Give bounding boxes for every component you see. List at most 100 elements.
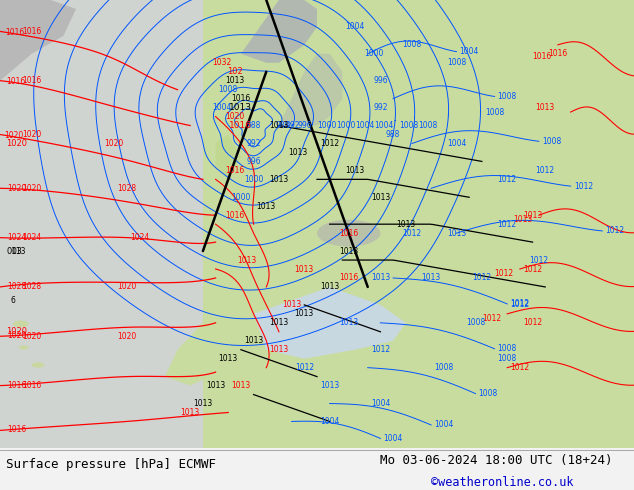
Text: 1013: 1013 <box>295 309 314 318</box>
Text: 1012: 1012 <box>403 229 422 238</box>
Text: 1013: 1013 <box>282 300 301 309</box>
Text: 1013: 1013 <box>514 215 533 224</box>
Text: 1013: 1013 <box>181 408 200 417</box>
Text: 1013: 1013 <box>269 121 288 130</box>
Text: 1028: 1028 <box>22 282 41 292</box>
Text: 1000: 1000 <box>231 193 250 202</box>
Polygon shape <box>203 0 634 448</box>
Text: 6: 6 <box>10 296 15 305</box>
Text: 988: 988 <box>247 121 261 130</box>
Text: 992: 992 <box>373 103 387 112</box>
Text: 102: 102 <box>227 67 242 76</box>
Text: 1024: 1024 <box>22 233 41 242</box>
Text: 1008: 1008 <box>403 40 422 49</box>
Text: 1016: 1016 <box>22 27 41 36</box>
Text: 1008: 1008 <box>479 389 498 398</box>
Text: 1000: 1000 <box>365 49 384 58</box>
Text: 1016: 1016 <box>7 425 26 434</box>
Text: 1012: 1012 <box>510 363 529 372</box>
Text: 1013: 1013 <box>371 193 390 202</box>
Text: 1004: 1004 <box>320 417 339 426</box>
Text: 1013: 1013 <box>269 318 288 327</box>
Text: 1028: 1028 <box>117 184 136 193</box>
Text: 1004: 1004 <box>346 23 365 31</box>
Text: 1013: 1013 <box>295 265 314 273</box>
Text: 1032: 1032 <box>212 58 231 67</box>
Text: 1013: 1013 <box>346 166 365 175</box>
Text: 1016: 1016 <box>6 77 25 86</box>
Polygon shape <box>241 0 317 63</box>
Text: 1000: 1000 <box>336 121 356 130</box>
Text: 1008: 1008 <box>434 363 453 372</box>
Text: 996: 996 <box>246 157 261 166</box>
Text: 1012: 1012 <box>498 175 517 184</box>
Text: 1012: 1012 <box>605 226 624 236</box>
Text: 1013: 1013 <box>339 246 358 256</box>
Text: 1028: 1028 <box>7 282 26 291</box>
Text: 1008: 1008 <box>542 137 561 146</box>
Text: 1016: 1016 <box>225 211 244 220</box>
Text: 1016: 1016 <box>22 76 41 85</box>
Text: 1013: 1013 <box>230 103 252 112</box>
Text: 1012: 1012 <box>472 273 491 282</box>
Text: ©weatheronline.co.uk: ©weatheronline.co.uk <box>431 476 574 489</box>
Text: 1004: 1004 <box>447 139 466 148</box>
Text: 1012: 1012 <box>529 256 548 265</box>
Ellipse shape <box>13 320 29 327</box>
Text: 1012: 1012 <box>295 363 314 372</box>
Text: 1013: 1013 <box>193 399 212 408</box>
Text: 1012: 1012 <box>510 300 529 309</box>
Text: 1013: 1013 <box>396 220 415 229</box>
Text: 1013: 1013 <box>244 336 263 345</box>
Text: 1016: 1016 <box>230 121 252 130</box>
Text: 1012: 1012 <box>482 314 501 323</box>
Ellipse shape <box>32 362 44 368</box>
Text: Surface pressure [hPa] ECMWF: Surface pressure [hPa] ECMWF <box>6 458 216 471</box>
Text: 1020: 1020 <box>7 331 27 341</box>
Text: 1008: 1008 <box>498 344 517 353</box>
Polygon shape <box>216 135 241 179</box>
Text: Mo 03-06-2024 18:00 UTC (18+24): Mo 03-06-2024 18:00 UTC (18+24) <box>380 454 613 466</box>
Text: 1008: 1008 <box>418 121 437 130</box>
Text: 1013: 1013 <box>206 381 225 390</box>
Text: 1013: 1013 <box>523 211 542 220</box>
Text: 1004: 1004 <box>355 121 375 130</box>
Text: 1013: 1013 <box>320 381 339 390</box>
Text: 1012: 1012 <box>574 182 593 191</box>
Text: 1000: 1000 <box>244 175 263 184</box>
Text: 1013: 1013 <box>320 282 339 292</box>
Text: 992: 992 <box>247 139 261 148</box>
Text: 1008: 1008 <box>399 121 418 130</box>
Text: 1013: 1013 <box>339 318 358 327</box>
Text: 1013: 1013 <box>257 202 276 211</box>
Text: 1020: 1020 <box>225 112 244 121</box>
Text: 013: 013 <box>6 246 22 256</box>
Text: 1008: 1008 <box>219 85 238 94</box>
Text: 1004: 1004 <box>371 399 390 408</box>
Text: 1012: 1012 <box>523 318 542 327</box>
Text: 1016: 1016 <box>22 381 41 390</box>
Text: 1013: 1013 <box>422 273 441 282</box>
Text: 996: 996 <box>373 76 388 85</box>
Text: 1013: 1013 <box>219 354 238 363</box>
Ellipse shape <box>317 220 380 246</box>
Polygon shape <box>165 314 241 386</box>
Text: 1012: 1012 <box>498 220 517 229</box>
Text: 1020: 1020 <box>4 131 23 140</box>
Text: 1016: 1016 <box>533 51 552 61</box>
Text: 1008: 1008 <box>447 58 466 67</box>
Ellipse shape <box>19 345 29 350</box>
Bar <box>0 0 241 448</box>
Text: 1016: 1016 <box>231 94 250 103</box>
Text: 996: 996 <box>298 121 313 130</box>
Text: 1013: 1013 <box>225 76 244 85</box>
Text: 1008: 1008 <box>466 318 485 327</box>
Text: 1004: 1004 <box>460 47 479 56</box>
Text: 1008: 1008 <box>498 92 517 101</box>
Text: 1012: 1012 <box>523 265 542 273</box>
Text: 1020: 1020 <box>22 332 41 341</box>
Text: 1012: 1012 <box>536 166 555 175</box>
Text: 1013: 1013 <box>288 148 307 157</box>
Text: 1020: 1020 <box>22 184 41 193</box>
Text: 1020: 1020 <box>7 184 27 193</box>
